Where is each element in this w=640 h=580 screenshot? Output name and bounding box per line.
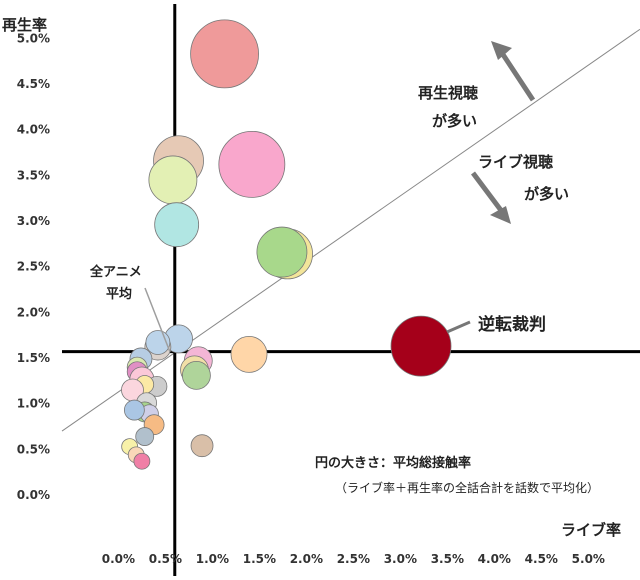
y-tick-label: 1.5% (17, 351, 50, 365)
bubble-8 (390, 315, 452, 377)
y-tick-label: 2.5% (17, 260, 50, 274)
size-legend-title: 円の大きさ：平均総接触率 (315, 455, 471, 471)
y-tick-label: 0.5% (17, 442, 50, 456)
arrow-up-left-head (491, 41, 512, 60)
bubble-31 (190, 434, 214, 458)
y-tick-label: 2.0% (17, 305, 50, 319)
bubble-7 (256, 226, 308, 278)
x-tick-label: 5.0% (572, 552, 605, 566)
bubble-3 (218, 130, 286, 198)
bubble-13 (230, 335, 268, 373)
bubble-4 (148, 155, 198, 205)
x-tick-label: 4.5% (525, 552, 558, 566)
diagonal-line (61, 28, 640, 432)
bubble-26 (123, 399, 145, 421)
x-tick-label: 1.5% (243, 552, 276, 566)
bubbles-layer (121, 19, 452, 470)
annotation-replay-more-line1: 再生視聴 (418, 84, 478, 102)
y-tick-label: 0.0% (17, 488, 50, 502)
x-tick-label: 0.5% (149, 552, 182, 566)
x-tick-label: 0.0% (102, 552, 135, 566)
annotation-average-line2: 平均 (106, 286, 132, 302)
x-tick-label: 1.0% (196, 552, 229, 566)
annotation-average-line1: 全アニメ (89, 264, 142, 280)
arrow-down-right-shaft (471, 171, 505, 215)
x-tick-label: 4.0% (478, 552, 511, 566)
x-tick-label: 3.0% (384, 552, 417, 566)
bubble-28 (135, 427, 155, 446)
annotation-replay-more-line2: が多い (432, 112, 477, 130)
arrow-down-right-head (490, 206, 511, 224)
x-tick-label: 2.0% (290, 552, 323, 566)
bubble-32 (133, 452, 151, 470)
annotation-live-more-line2: が多い (524, 185, 569, 203)
bubble-5 (154, 202, 200, 248)
y-tick-label: 3.5% (17, 168, 50, 182)
y-axis-label: 再生率 (2, 16, 47, 34)
y-tick-label: 3.0% (17, 214, 50, 228)
annotation-gyakuten-saiban: 逆転裁判 (478, 314, 546, 335)
bubble-18 (181, 360, 211, 390)
y-tick-label: 1.0% (17, 397, 50, 411)
annotation-live-more-line1: ライブ視聴 (478, 153, 553, 171)
x-axis-label: ライブ率 (561, 521, 621, 539)
arrow-up-left-shaft (497, 48, 536, 102)
y-tick-label: 4.5% (17, 77, 50, 91)
y-tick-label: 5.0% (17, 31, 50, 45)
x-tick-label: 3.5% (431, 552, 464, 566)
average-pointer-line (144, 287, 171, 353)
bubble-1 (190, 19, 259, 89)
size-legend-note: （ライブ率＋再生率の全話合計を話数で平均化） (335, 480, 599, 495)
y-tick-label: 4.0% (17, 123, 50, 137)
tick-labels-layer: 0.0% 0.5% 1.0% 1.5% 2.0% 2.5% 3.0% 3.5% 4.0% 4.5%… (17, 31, 605, 566)
x-tick-label: 2.5% (337, 552, 370, 566)
verdict-pointer-line (446, 320, 471, 334)
diagonal-line-layer (61, 28, 640, 432)
